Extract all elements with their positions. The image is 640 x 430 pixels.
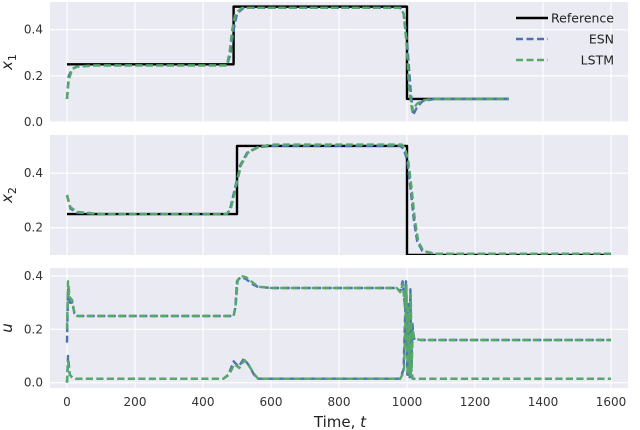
y-tick-label: 0.0 — [24, 376, 43, 390]
y-tick-label: 0.4 — [24, 23, 43, 37]
x-axis-label-var: t — [360, 413, 367, 430]
legend-label: LSTM — [581, 53, 614, 68]
x-axis-label: Time, t — [313, 413, 367, 430]
y-tick-label: 0.4 — [24, 269, 43, 283]
x-tick-label: 400 — [192, 395, 215, 409]
x-tick-label: 1400 — [528, 395, 559, 409]
legend-entry-esn: ESN — [516, 32, 614, 47]
series-lstm-line — [65, 6, 509, 112]
x-tick-label: 600 — [260, 395, 283, 409]
x-tick-label: 200 — [124, 395, 147, 409]
x-axis-label-prefix: Time, — [313, 413, 360, 430]
x-tick-label: 1200 — [460, 395, 491, 409]
legend-entry-lstm: LSTM — [516, 53, 614, 68]
panel-1: 0.0 0.2 0.4 x1 — [0, 2, 628, 129]
panel-2: 0.2 0.4 x2 — [0, 135, 628, 255]
y-tick-label: 0.2 — [24, 221, 43, 235]
y-tick-label: 0.2 — [24, 322, 43, 336]
x-axis: Time, t — [313, 413, 367, 430]
y-tick-label: 0.4 — [24, 166, 43, 180]
y-axis-label: x2 — [0, 187, 19, 204]
panel-3: 0 200 400 600 800 1000 1200 1400 1600 0.0 0.2 0.4 u — [0, 268, 628, 409]
panels-layer: 0.0 0.2 0.4 x1 0.2 0.4 x2 0 200 400 600 800 1000 1200… — [0, 2, 628, 409]
x-tick-label: 1000 — [392, 395, 423, 409]
series-lstm-u1-line — [65, 274, 611, 376]
legend: Reference ESN LSTM — [516, 11, 614, 68]
y-tick-label: 0.0 — [24, 115, 43, 129]
y-tick-label: 0.2 — [24, 69, 43, 83]
legend-label: ESN — [589, 32, 614, 47]
y-axis-label: x1 — [0, 54, 19, 71]
legend-label: Reference — [551, 11, 614, 26]
x-tick-label: 0 — [63, 395, 71, 409]
y-axis-label: u — [0, 323, 16, 333]
series-lstm-line — [65, 143, 611, 255]
x-tick-label: 1600 — [596, 395, 627, 409]
series-lstm-u2-line — [65, 288, 611, 383]
x-tick-label: 800 — [328, 395, 351, 409]
legend-entry-reference: Reference — [516, 11, 614, 26]
